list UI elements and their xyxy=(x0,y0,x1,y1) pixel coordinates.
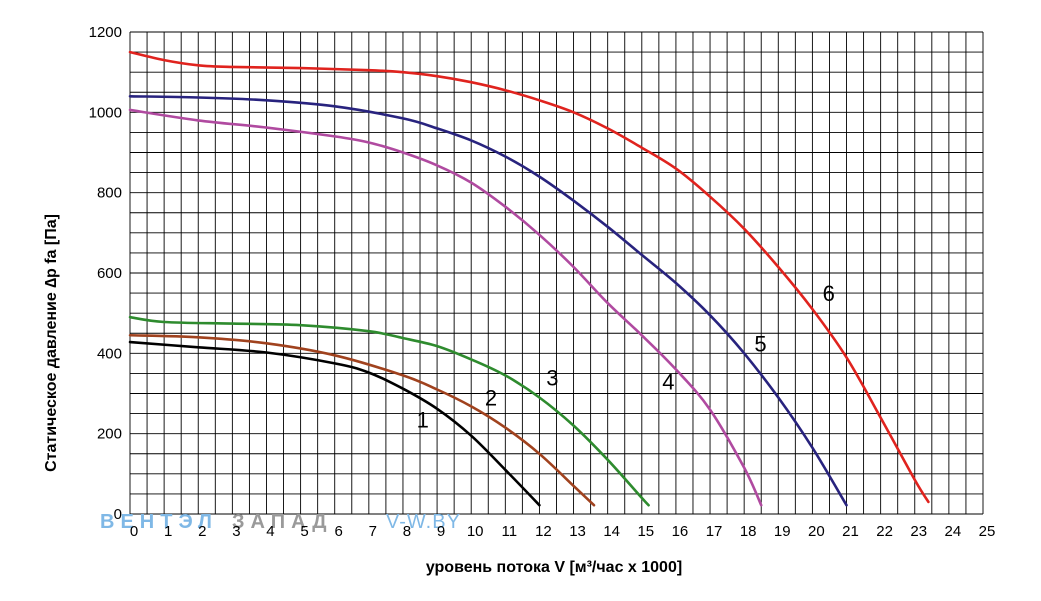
watermark: ВЕНТЭЛ ЗАПАД V-W.BY xyxy=(100,511,461,533)
x-tick-label: 15 xyxy=(637,523,654,540)
y-axis-title: Статическое давление ∆p fa [Па] xyxy=(43,214,60,472)
y-tick-label: 200 xyxy=(97,426,122,443)
x-axis-title: уровень потока V [м³/час x 1000] xyxy=(426,559,682,576)
x-tick-label: 1 xyxy=(164,523,172,540)
x-tick-label: 17 xyxy=(706,523,723,540)
curve-label-3: 3 xyxy=(546,365,558,390)
watermark-part-2: ЗАПАД xyxy=(232,511,333,533)
x-tick-label: 14 xyxy=(603,523,620,540)
x-tick-label: 0 xyxy=(130,523,138,540)
y-tick-label: 800 xyxy=(97,185,122,202)
x-tick-label: 2 xyxy=(198,523,206,540)
x-tick-label: 23 xyxy=(910,523,927,540)
curve-label-6: 6 xyxy=(823,281,835,306)
curve-series-4 xyxy=(128,108,763,507)
curve-series-2 xyxy=(128,333,596,507)
curve-label-1: 1 xyxy=(417,408,429,433)
curves xyxy=(128,50,930,507)
x-tick-label: 9 xyxy=(437,523,445,540)
x-tick-label: 21 xyxy=(842,523,859,540)
curve-label-2: 2 xyxy=(485,386,497,411)
curve-series-6 xyxy=(128,50,930,504)
y-tick-label: 400 xyxy=(97,345,122,362)
curve-labels: 1 2 3 4 5 6 xyxy=(417,281,835,433)
curve-series-3 xyxy=(128,315,650,507)
curve-label-4: 4 xyxy=(662,369,674,394)
y-tick-labels: 0 200 400 600 800 1000 1200 xyxy=(89,24,122,523)
y-tick-label: 600 xyxy=(97,265,122,282)
x-tick-label: 3 xyxy=(232,523,240,540)
x-tick-label: 24 xyxy=(945,523,962,540)
x-tick-label: 8 xyxy=(403,523,411,540)
y-tick-label: 1200 xyxy=(89,24,122,41)
y-tick-label: 1000 xyxy=(89,104,122,121)
x-tick-label: 4 xyxy=(266,523,274,540)
x-tick-label: 11 xyxy=(502,523,518,540)
x-tick-label: 7 xyxy=(369,523,377,540)
x-tick-label: 19 xyxy=(774,523,791,540)
x-tick-label: 25 xyxy=(979,523,996,540)
grid xyxy=(129,31,984,515)
x-tick-label: 10 xyxy=(467,523,484,540)
x-tick-label: 16 xyxy=(672,523,689,540)
x-tick-label: 22 xyxy=(876,523,893,540)
x-tick-label: 18 xyxy=(740,523,757,540)
watermark-part-1: ВЕНТЭЛ xyxy=(100,511,218,533)
x-tick-label: 13 xyxy=(569,523,586,540)
x-tick-label: 6 xyxy=(335,523,343,540)
curve-series-1 xyxy=(128,340,541,507)
x-tick-label: 12 xyxy=(535,523,552,540)
watermark-part-3: V-W.BY xyxy=(386,511,461,533)
curve-series-5 xyxy=(128,94,848,507)
curve-label-5: 5 xyxy=(754,331,766,356)
x-tick-label: 5 xyxy=(300,523,308,540)
x-tick-label: 20 xyxy=(808,523,825,540)
x-tick-labels: 0 1 2 3 4 5 6 7 8 9 10 11 12 13 14 15 16 17 18 19 20 21 22 23 24… xyxy=(130,523,996,540)
y-tick-label: 0 xyxy=(114,506,122,523)
